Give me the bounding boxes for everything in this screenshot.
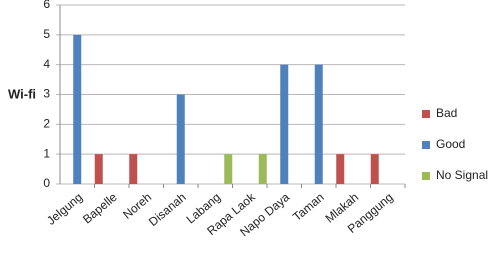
y-tick-label: 0 <box>43 176 50 190</box>
bar <box>224 154 233 184</box>
legend-swatch <box>422 172 430 180</box>
bar <box>258 154 267 184</box>
legend-label: No Signal <box>436 168 488 182</box>
bar <box>73 34 82 185</box>
bar <box>280 64 289 184</box>
y-tick-label: 3 <box>43 87 50 101</box>
bar <box>336 154 345 184</box>
legend-label: Good <box>436 137 465 151</box>
x-tick-label: Jelgung <box>44 190 85 228</box>
y-axis-label: Wi-fi <box>8 86 36 101</box>
bar <box>370 154 379 184</box>
x-tick-label: Bapelle <box>80 190 120 227</box>
x-tick-label: Disanah <box>146 190 189 229</box>
bar <box>94 154 103 184</box>
y-tick-label: 2 <box>43 117 50 131</box>
bar <box>314 64 323 184</box>
y-tick-label: 1 <box>43 146 50 160</box>
legend-swatch <box>422 141 430 149</box>
y-tick-label: 6 <box>43 0 50 11</box>
y-tick-label: 4 <box>43 57 50 71</box>
legend-label: Bad <box>436 106 457 120</box>
x-tick-label: Taman <box>290 190 327 224</box>
legend-swatch <box>422 110 430 118</box>
y-tick-label: 5 <box>43 27 50 41</box>
bar <box>176 94 185 184</box>
bar <box>129 154 138 184</box>
